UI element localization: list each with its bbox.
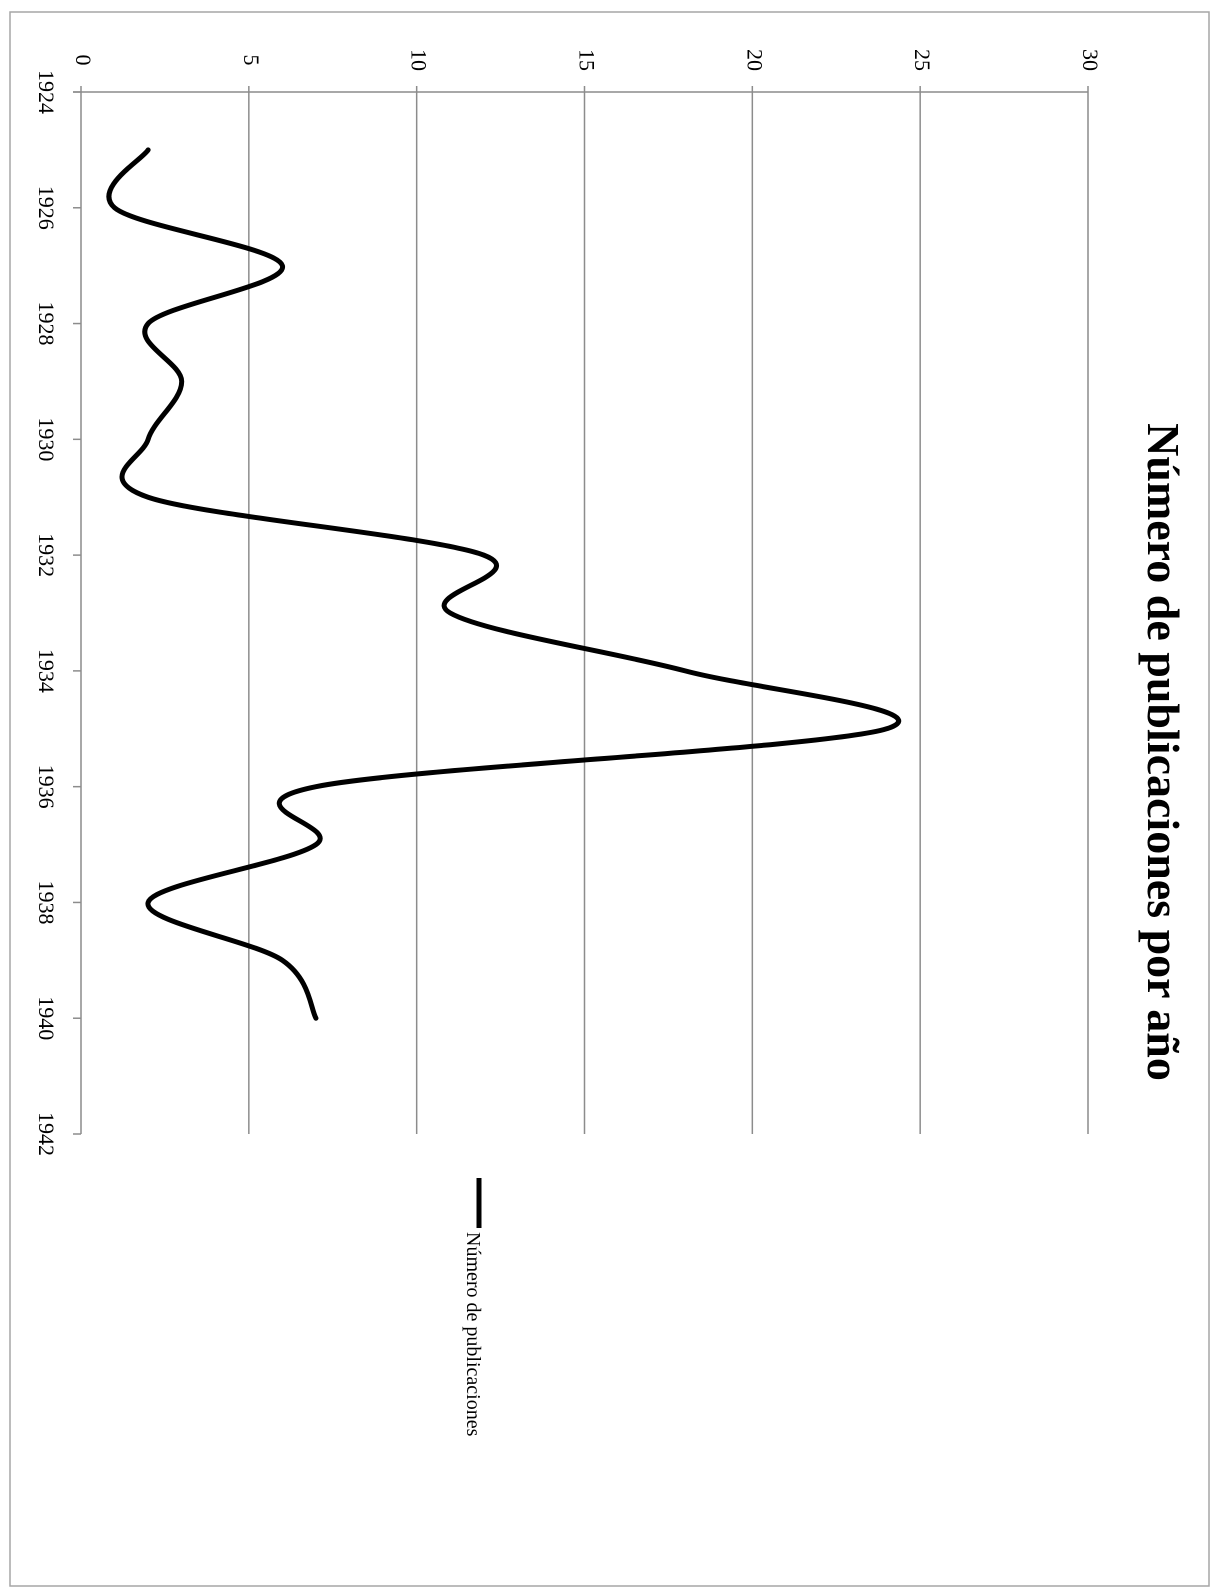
data-point-1934 <box>683 668 688 673</box>
year-tick-label: 1934 <box>34 649 59 693</box>
data-point-1937 <box>313 842 318 847</box>
gridlines <box>80 92 1089 1134</box>
series-line-0 <box>106 147 901 1021</box>
value-tick-label: 20 <box>742 49 767 71</box>
value-tick-label: 0 <box>71 55 96 66</box>
year-tick-label: 1936 <box>34 765 59 809</box>
year-tick-label: 1926 <box>34 186 59 230</box>
chart-title: Número de publicaciones por año <box>1138 423 1189 1081</box>
data-point-1932 <box>481 553 486 558</box>
legend: Número de publicaciones <box>462 1178 484 1437</box>
data-point-1929 <box>179 379 184 384</box>
data-point-1926 <box>112 205 117 210</box>
data-point-1928 <box>146 321 151 326</box>
value-tick-label: 25 <box>910 49 935 71</box>
year-tick-label: 1924 <box>34 70 59 114</box>
year-tick-label: 1930 <box>34 417 59 461</box>
legend-label: Número de publicaciones <box>462 1232 484 1437</box>
year-tick-label: 1928 <box>34 302 59 346</box>
data-point-1925 <box>146 147 151 152</box>
value-tick-label: 15 <box>574 49 599 71</box>
chart-frame <box>9 11 1210 1587</box>
data-point-1936 <box>313 784 318 789</box>
data-point-1935 <box>884 726 889 731</box>
year-tick-label: 1932 <box>34 533 59 577</box>
data-point-1931 <box>146 495 151 500</box>
data-point-1927 <box>280 263 285 268</box>
series-layer <box>106 147 901 1021</box>
year-tick-label: 1938 <box>34 880 59 924</box>
data-point-1940 <box>313 1016 318 1021</box>
tick-labels: 0 5 10 15 20 25 30 1924 1926 1928 1930 1932 1934 1936… <box>34 49 1103 1156</box>
year-tick-label: 1942 <box>34 1112 59 1156</box>
axes <box>73 86 1089 1135</box>
value-tick-label: 30 <box>1078 49 1103 71</box>
year-tick-label: 1940 <box>34 996 59 1040</box>
data-point-1933 <box>448 611 453 616</box>
data-point-1938 <box>146 900 151 905</box>
value-tick-label: 10 <box>407 49 432 71</box>
data-point-1930 <box>146 437 151 442</box>
data-point-1939 <box>280 958 285 963</box>
value-tick-label: 5 <box>239 55 264 66</box>
